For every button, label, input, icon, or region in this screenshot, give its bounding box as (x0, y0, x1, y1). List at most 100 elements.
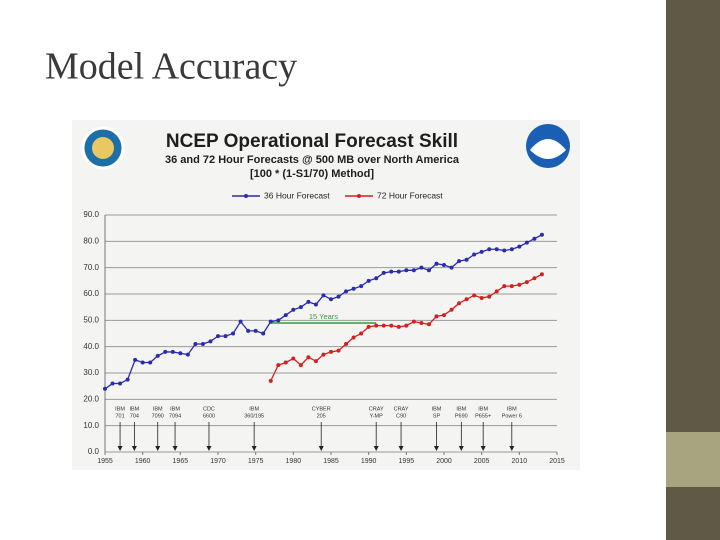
point (103, 386, 107, 391)
computer-label: IBM (249, 406, 259, 412)
point (140, 360, 145, 365)
computer-label: IBM (432, 406, 442, 412)
computer-arrowhead (458, 446, 464, 451)
x-tick-label: 1975 (248, 458, 264, 465)
computer-label: 704 (130, 413, 139, 419)
point (366, 324, 371, 329)
point (517, 282, 522, 287)
point (442, 263, 446, 268)
point (374, 323, 379, 328)
legend-label: 72 Hour Forecast (377, 190, 443, 200)
computer-label: IBM (153, 406, 163, 412)
computer-arrowhead (433, 446, 439, 451)
point (381, 323, 386, 328)
point (426, 268, 431, 273)
point (457, 259, 462, 264)
computer-label: IBM (129, 406, 139, 412)
computer-label: Y-MP (370, 413, 384, 419)
x-tick-label: 2000 (436, 458, 452, 465)
computer-label: P655+ (475, 413, 491, 419)
point (321, 293, 326, 298)
point (524, 240, 529, 245)
point (389, 323, 394, 328)
point (185, 352, 190, 357)
point (238, 319, 243, 324)
computer-label: 701 (115, 413, 124, 419)
point (411, 268, 416, 273)
x-tick-label: 1965 (173, 458, 189, 465)
point (163, 349, 168, 354)
point (502, 284, 507, 289)
point (208, 339, 213, 344)
computer-arrowhead (509, 446, 515, 451)
point (404, 323, 409, 328)
point (539, 232, 544, 237)
point (336, 348, 341, 353)
y-tick-label: 50.0 (83, 315, 99, 324)
point (283, 360, 288, 365)
computer-label: IBM (478, 406, 488, 412)
point (298, 305, 303, 310)
point (442, 313, 446, 318)
point (396, 324, 401, 329)
x-tick-label: 2015 (549, 458, 565, 465)
point (118, 381, 123, 386)
point (374, 276, 379, 281)
point (268, 378, 273, 383)
point (359, 331, 364, 336)
y-tick-label: 10.0 (83, 421, 99, 430)
chart-background (72, 120, 580, 470)
point (457, 301, 462, 306)
point (434, 314, 439, 319)
x-tick-label: 1990 (361, 458, 377, 465)
side-accent (666, 432, 720, 487)
point (509, 247, 514, 252)
point (321, 352, 326, 357)
computer-arrowhead (155, 446, 161, 451)
point (524, 280, 529, 285)
point (366, 278, 371, 283)
point (359, 284, 364, 289)
point (434, 261, 439, 266)
point (170, 349, 175, 354)
computer-label: 7094 (169, 413, 181, 419)
chart-title: NCEP Operational Forecast Skill (166, 131, 458, 152)
point (223, 334, 228, 339)
computer-arrowhead (480, 446, 486, 451)
x-tick-label: 2005 (474, 458, 490, 465)
x-tick-label: 1980 (286, 458, 302, 465)
computer-arrowhead (131, 446, 137, 451)
point (329, 349, 333, 354)
point (494, 247, 499, 252)
slide-title: Model Accuracy (45, 46, 297, 88)
computer-label: 360/195 (244, 413, 264, 419)
point (306, 355, 311, 360)
point (110, 381, 115, 386)
point (216, 334, 220, 339)
legend-label: 36 Hour Forecast (264, 190, 330, 200)
point (268, 319, 273, 324)
point (464, 297, 469, 302)
computer-label: IBM (170, 406, 180, 412)
point (313, 302, 318, 307)
computer-label: 205 (317, 413, 326, 419)
computer-arrowhead (318, 446, 324, 451)
point (449, 265, 454, 270)
point (502, 248, 507, 253)
point (472, 252, 477, 257)
computer-arrowhead (117, 446, 123, 451)
point (517, 244, 522, 249)
point (246, 328, 251, 333)
point (178, 351, 183, 356)
point (419, 265, 424, 270)
point (479, 295, 484, 300)
point (411, 319, 416, 324)
y-tick-label: 20.0 (83, 394, 99, 403)
point (133, 357, 138, 362)
point (291, 356, 296, 361)
computer-label: CRAY (394, 406, 409, 412)
x-tick-label: 1995 (399, 458, 415, 465)
point (276, 318, 281, 323)
